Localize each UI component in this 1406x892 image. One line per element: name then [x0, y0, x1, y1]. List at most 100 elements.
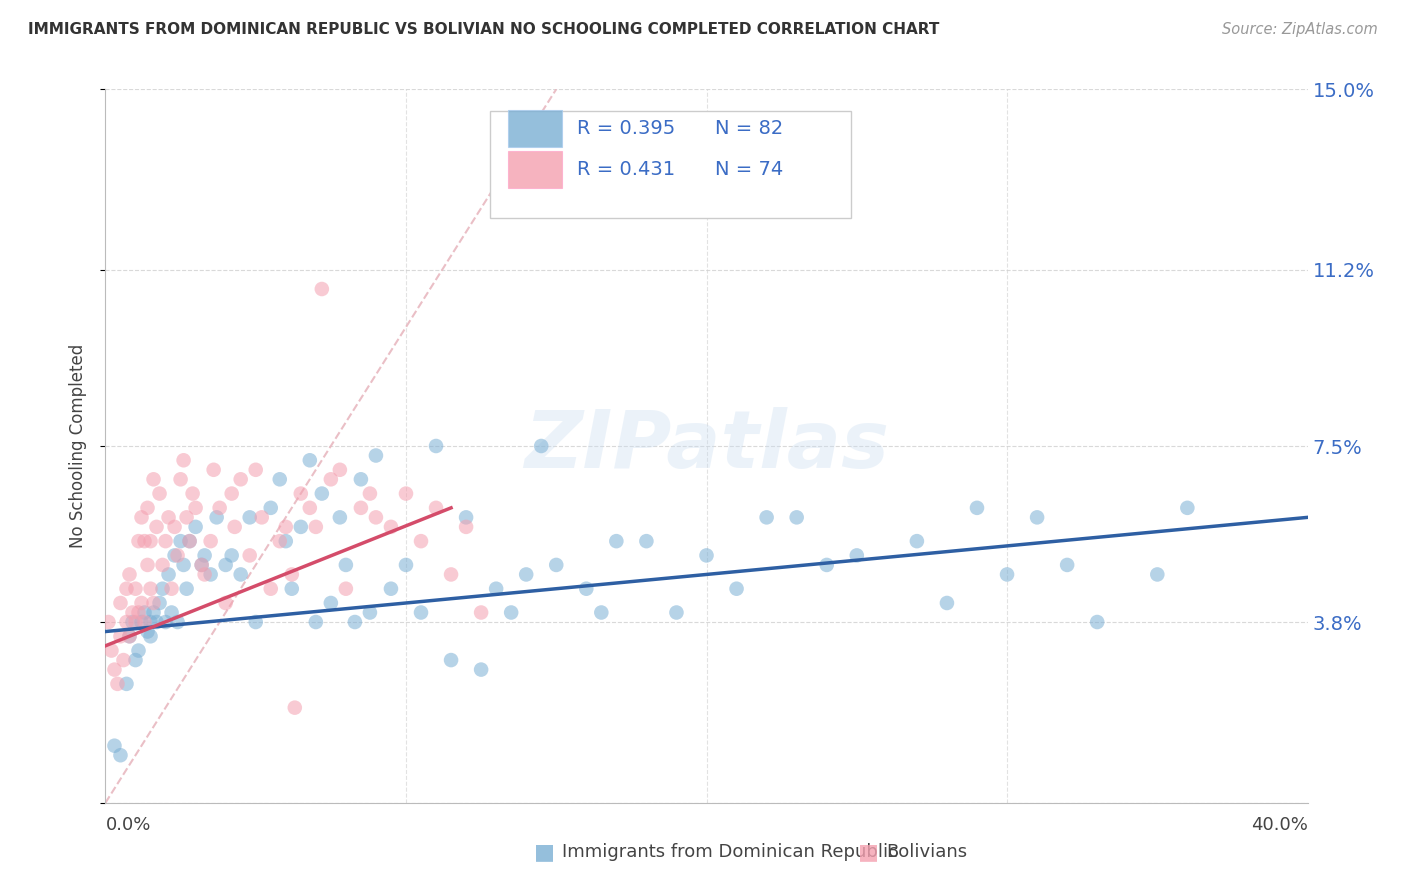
Point [335, 558, 357, 572]
Point [696, 549, 718, 563]
Point [110, 629, 132, 643]
Point [725, 582, 748, 596]
Point [134, 606, 156, 620]
Point [311, 486, 333, 500]
Point [905, 534, 928, 549]
Point [131, 510, 153, 524]
Point [298, 453, 321, 467]
FancyBboxPatch shape [491, 111, 851, 218]
Point [176, 582, 198, 596]
FancyBboxPatch shape [508, 110, 562, 147]
Text: 40.0%: 40.0% [1251, 816, 1308, 834]
Point [319, 472, 342, 486]
Point [118, 567, 141, 582]
Point [454, 520, 477, 534]
Text: ZIPatlas: ZIPatlas [524, 407, 889, 485]
Point [245, 615, 267, 629]
Point [319, 596, 342, 610]
Point [115, 615, 138, 629]
Point [139, 615, 162, 629]
Point [145, 520, 167, 534]
Point [290, 486, 312, 500]
Point [166, 549, 188, 563]
Text: Bolivians: Bolivians [886, 843, 967, 861]
Point [1146, 567, 1168, 582]
Point [118, 629, 141, 643]
Text: R = 0.395: R = 0.395 [576, 119, 675, 138]
Point [239, 549, 262, 563]
Point [190, 558, 212, 572]
Point [112, 653, 135, 667]
Point [485, 582, 508, 596]
Point [173, 558, 195, 572]
Point [194, 567, 217, 582]
Point [103, 739, 125, 753]
Text: N = 82: N = 82 [714, 119, 783, 138]
Point [281, 567, 304, 582]
Point [157, 567, 180, 582]
Point [124, 615, 146, 629]
Text: N = 74: N = 74 [714, 160, 783, 178]
Text: IMMIGRANTS FROM DOMINICAN REPUBLIC VS BOLIVIAN NO SCHOOLING COMPLETED CORRELATIO: IMMIGRANTS FROM DOMINICAN REPUBLIC VS BO… [28, 22, 939, 37]
Point [440, 567, 463, 582]
Point [163, 520, 186, 534]
Point [454, 510, 477, 524]
Point [239, 510, 262, 524]
Text: Source: ZipAtlas.com: Source: ZipAtlas.com [1222, 22, 1378, 37]
Point [229, 567, 252, 582]
Point [274, 534, 297, 549]
Point [274, 520, 297, 534]
Point [364, 510, 387, 524]
Text: Immigrants from Dominican Republic: Immigrants from Dominican Republic [562, 843, 898, 861]
Point [169, 534, 191, 549]
Point [343, 615, 366, 629]
Point [380, 520, 402, 534]
Point [128, 643, 150, 657]
Text: ■: ■ [858, 842, 879, 862]
Point [155, 615, 177, 629]
Point [190, 558, 212, 572]
Point [845, 549, 868, 563]
Point [166, 615, 188, 629]
Point [152, 558, 174, 572]
Point [329, 463, 352, 477]
Point [131, 615, 153, 629]
Point [815, 558, 838, 572]
Point [139, 582, 162, 596]
Point [136, 500, 159, 515]
Point [131, 596, 153, 610]
Point [359, 606, 381, 620]
Point [281, 582, 304, 596]
Point [440, 653, 463, 667]
Point [530, 439, 553, 453]
Point [380, 582, 402, 596]
Point [176, 510, 198, 524]
Point [115, 582, 138, 596]
Point [298, 500, 321, 515]
Point [269, 472, 291, 486]
Point [124, 653, 146, 667]
Point [179, 534, 201, 549]
Point [305, 520, 328, 534]
Point [305, 615, 328, 629]
Point [148, 486, 170, 500]
Point [311, 282, 333, 296]
Point [142, 606, 165, 620]
Point [350, 500, 373, 515]
Point [665, 606, 688, 620]
Point [134, 534, 156, 549]
Point [636, 534, 658, 549]
Point [173, 453, 195, 467]
Point [121, 606, 143, 620]
Point [221, 549, 243, 563]
Point [224, 520, 246, 534]
Point [142, 596, 165, 610]
Point [205, 510, 228, 524]
Point [359, 486, 381, 500]
Point [128, 534, 150, 549]
Point [335, 582, 357, 596]
Point [169, 472, 191, 486]
Point [202, 463, 225, 477]
Point [470, 606, 492, 620]
Point [139, 629, 162, 643]
